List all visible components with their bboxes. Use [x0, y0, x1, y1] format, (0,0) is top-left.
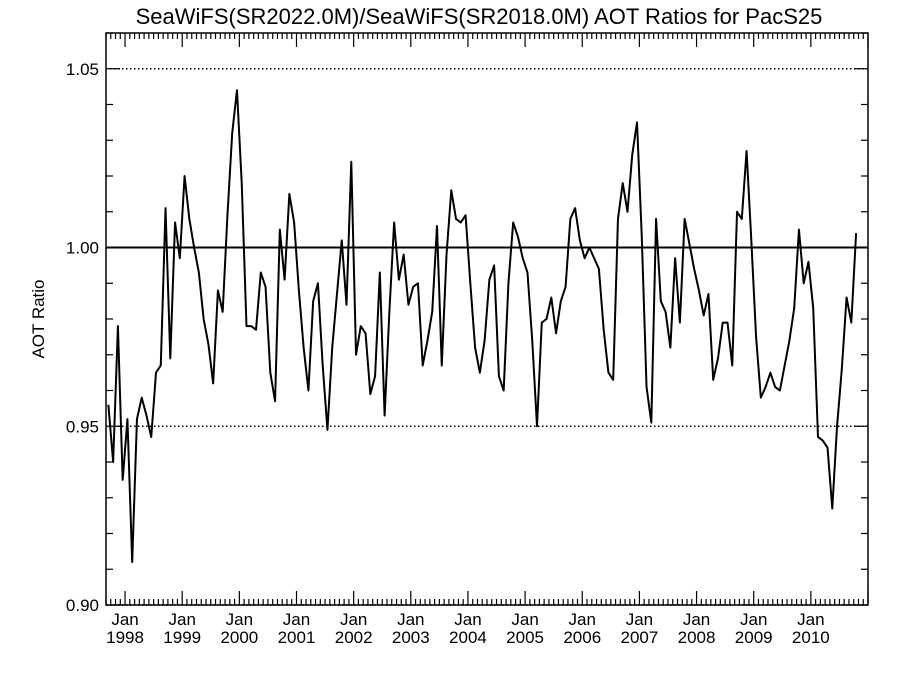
y-tick-label: 1.00 [66, 239, 99, 258]
x-tick-labels: Jan1998Jan1999Jan2000Jan2001Jan2002Jan20… [106, 610, 830, 647]
x-tick-label-year: 2009 [735, 628, 773, 647]
y-axis-label: AOT Ratio [29, 279, 48, 358]
x-tick-label-month: Jan [168, 610, 195, 629]
x-tick-label-month: Jan [283, 610, 310, 629]
x-tick-label-month: Jan [111, 610, 138, 629]
x-tick-label-year: 2004 [449, 628, 487, 647]
x-tick-label-month: Jan [797, 610, 824, 629]
x-tick-label-month: Jan [740, 610, 767, 629]
series-line [107, 89, 858, 564]
y-tick-label: 1.05 [66, 60, 99, 79]
axis-ticks [105, 32, 869, 606]
x-tick-label-year: 2007 [620, 628, 658, 647]
x-tick-label-year: 2008 [678, 628, 716, 647]
x-tick-label-month: Jan [226, 610, 253, 629]
x-tick-label-year: 2003 [392, 628, 430, 647]
x-tick-label-month: Jan [454, 610, 481, 629]
x-tick-label-month: Jan [683, 610, 710, 629]
chart-title: SeaWiFS(SR2022.0M)/SeaWiFS(SR2018.0M) AO… [136, 4, 823, 29]
x-tick-label-year: 1998 [106, 628, 144, 647]
y-tick-label: 0.95 [66, 417, 99, 436]
x-tick-label-year: 2005 [506, 628, 544, 647]
x-tick-label-month: Jan [626, 610, 653, 629]
x-tick-label-year: 2001 [278, 628, 316, 647]
series-group [107, 89, 858, 564]
x-tick-label-month: Jan [569, 610, 596, 629]
y-tick-labels: 0.90 0.95 1.00 1.05 [66, 60, 99, 615]
x-tick-label-year: 2002 [335, 628, 373, 647]
x-tick-label-month: Jan [340, 610, 367, 629]
x-tick-label-year: 2000 [220, 628, 258, 647]
plot-frame [105, 32, 869, 606]
x-tick-label-year: 2006 [563, 628, 601, 647]
x-tick-label-year: 1999 [163, 628, 201, 647]
x-tick-label-month: Jan [397, 610, 424, 629]
reference-lines [106, 68, 868, 606]
x-tick-label-year: 2010 [792, 628, 830, 647]
y-tick-label: 0.90 [66, 596, 99, 615]
x-tick-label-month: Jan [511, 610, 538, 629]
